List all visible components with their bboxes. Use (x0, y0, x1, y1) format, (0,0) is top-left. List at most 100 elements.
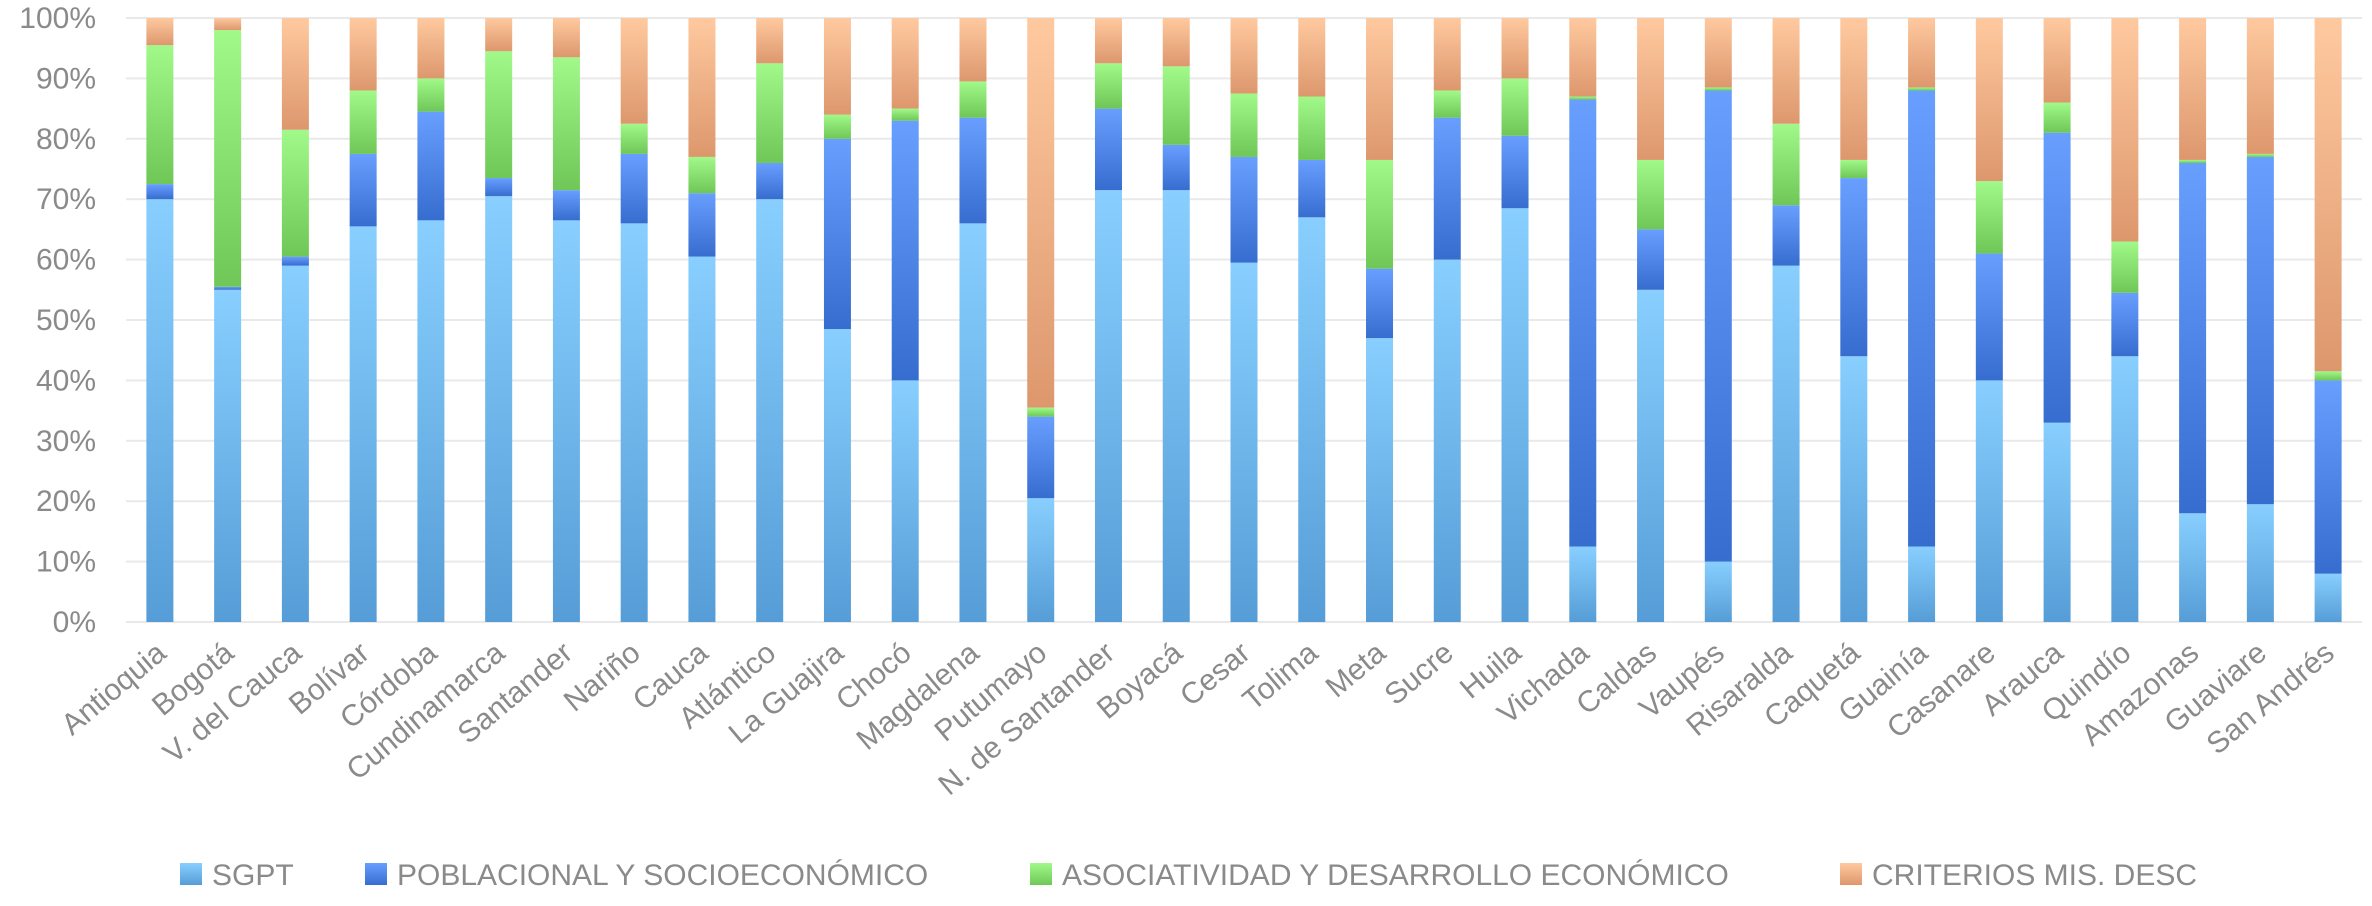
bar-segment (281, 256, 309, 266)
bar-segment (1433, 259, 1461, 622)
bar-segment (1162, 66, 1190, 145)
bar-segment (2043, 18, 2071, 103)
bar-segment (1840, 18, 1868, 160)
bar-segment (1433, 117, 1461, 260)
bar-segment (1094, 18, 1122, 64)
bar-segment (281, 265, 309, 622)
bar-segment (1433, 18, 1461, 91)
bar-segment (1908, 87, 1936, 91)
bar-segment (485, 178, 513, 197)
legend-swatch (1840, 863, 1862, 885)
bar-segment (1366, 159, 1394, 269)
bar-segment (1975, 380, 2003, 622)
bar-segment (146, 45, 174, 185)
bar-segment (1975, 181, 2003, 254)
bar-segment (146, 18, 174, 46)
bar-segment (1704, 561, 1732, 622)
y-tick-label: 30% (36, 425, 96, 458)
bar-segment (1704, 87, 1732, 91)
bar-segment (1298, 217, 1326, 622)
bar-segment (2043, 102, 2071, 133)
legend-label: ASOCIATIVIDAD Y DESARROLLO ECONÓMICO (1062, 859, 1729, 892)
bar-segment (1298, 159, 1326, 218)
bar-segment (1569, 99, 1597, 547)
y-tick-label: 20% (36, 485, 96, 518)
bar-segment (1094, 190, 1122, 622)
bar-segment (891, 120, 919, 381)
bar-segment (2179, 162, 2207, 514)
bar-segment (485, 18, 513, 52)
legend: SGPT POBLACIONAL Y SOCIOECONÓMICO ASOCIATI… (180, 859, 2197, 892)
bar-segment (2043, 132, 2071, 423)
bar-segment (2111, 356, 2139, 622)
bar-segment (1366, 338, 1394, 622)
bar-segment (417, 111, 445, 221)
bar-segment (1366, 268, 1394, 339)
y-tick-label: 50% (36, 304, 96, 337)
bar-segment (2179, 159, 2207, 163)
bar-segment (1027, 416, 1055, 499)
bar-segment (891, 108, 919, 121)
bar-segment (688, 18, 716, 157)
bar-segment (1094, 108, 1122, 191)
bar-segment (552, 220, 580, 622)
y-tick-label: 40% (36, 364, 96, 397)
bar-segment (1569, 96, 1597, 100)
bar-segment (1162, 144, 1190, 191)
bar-segment (1840, 178, 1868, 357)
legend-label: SGPT (212, 859, 294, 892)
bar-segment (146, 199, 174, 622)
x-tick-label: Nariño (558, 636, 647, 718)
bar-segment (281, 129, 309, 257)
bar-segment (2246, 156, 2274, 505)
bar-segment (349, 90, 377, 154)
bar-segment (756, 18, 784, 64)
bar-segment (214, 18, 242, 31)
legend-swatch (1030, 863, 1052, 885)
bars (146, 18, 2342, 623)
bar-segment (1908, 18, 1936, 88)
bar-segment (349, 226, 377, 622)
y-tick-label: 60% (36, 244, 96, 277)
bar-segment (2314, 573, 2342, 622)
bar-segment (823, 138, 851, 330)
bar-segment (1840, 356, 1868, 622)
bar-segment (1501, 18, 1529, 79)
bar-segment (688, 156, 716, 194)
bar-segment (1772, 265, 1800, 622)
bar-segment (1501, 78, 1529, 136)
bar-segment (1501, 208, 1529, 622)
bar-segment (214, 289, 242, 622)
bar-segment (417, 78, 445, 112)
bar-segment (756, 162, 784, 200)
bar-segment (2111, 18, 2139, 242)
bar-segment (1569, 546, 1597, 622)
bar-segment (1230, 156, 1258, 263)
bar-segment (1772, 18, 1800, 124)
bar-segment (1366, 18, 1394, 160)
bar-segment (1772, 205, 1800, 266)
bar-segment (823, 18, 851, 115)
bar-segment (552, 57, 580, 191)
bar-segment (620, 223, 648, 623)
bar-segment (620, 123, 648, 154)
bar-segment (2111, 292, 2139, 357)
bar-segment (349, 153, 377, 227)
bar-segment (2111, 241, 2139, 293)
bar-segment (2179, 513, 2207, 622)
bar-segment (1772, 123, 1800, 206)
bar-segment (2246, 153, 2274, 157)
bar-segment (552, 190, 580, 221)
bar-segment (1027, 18, 1055, 408)
bar-segment (1027, 498, 1055, 622)
bar-segment (2314, 380, 2342, 574)
bar-segment (959, 18, 987, 82)
bar-segment (1162, 190, 1190, 622)
bar-segment (959, 81, 987, 118)
bar-segment (756, 63, 784, 163)
bar-segment (349, 18, 377, 91)
bar-segment (959, 117, 987, 224)
